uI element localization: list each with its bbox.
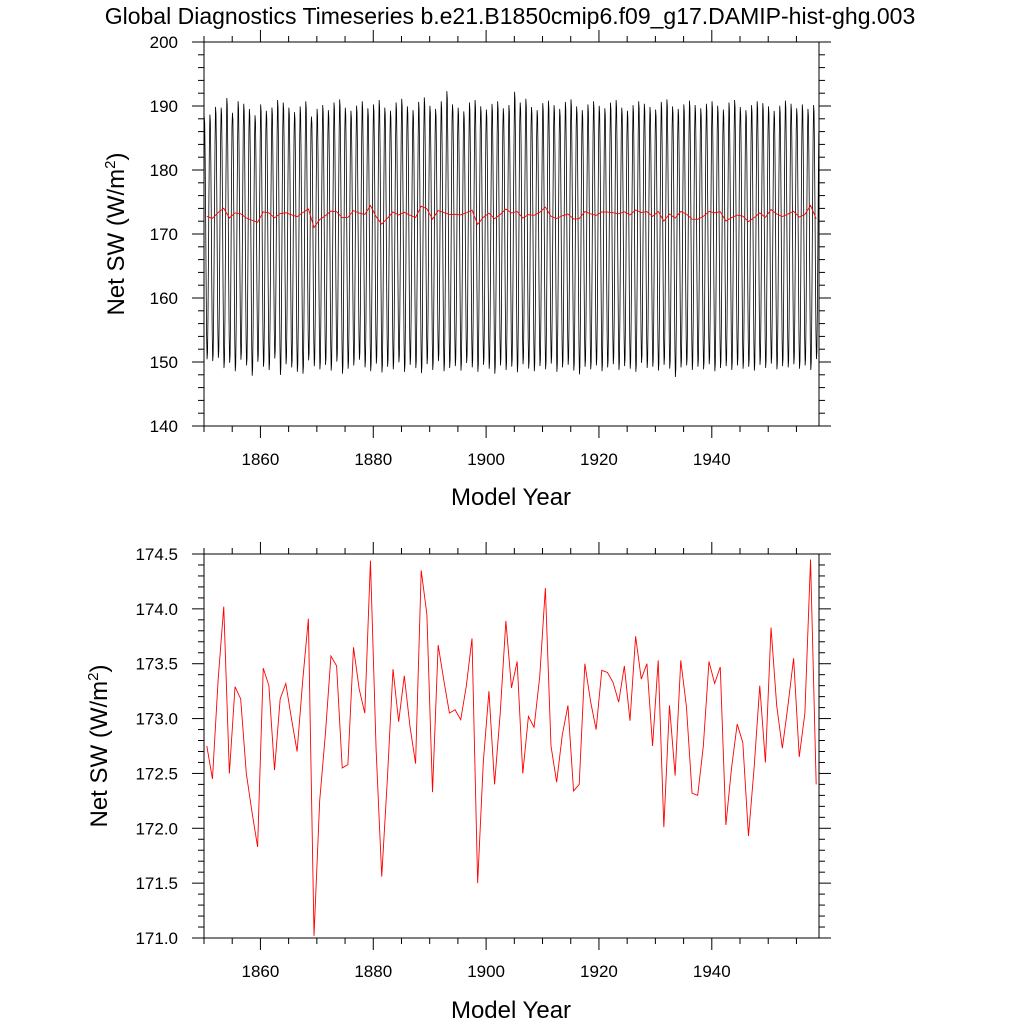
bottom-x-tick-label: 1860	[242, 962, 280, 981]
bottom-x-tick-label: 1900	[467, 962, 505, 981]
bottom-panel-y-axis-label: Net SW (W/m2)	[85, 665, 113, 828]
bottom-y-tick-label: 173.0	[135, 710, 178, 729]
top-x-tick-label: 1880	[354, 450, 392, 469]
top-y-tick-label: 140	[150, 417, 178, 436]
bottom-y-tick-label: 172.0	[135, 819, 178, 838]
top-panel-y-axis-label: Net SW (W/m2)	[102, 153, 130, 316]
top-y-tick-label: 180	[150, 161, 178, 180]
top-x-tick-label: 1920	[580, 450, 618, 469]
bottom-x-tick-label: 1920	[580, 962, 618, 981]
top-series-group	[204, 91, 819, 377]
top-monthly-series-line	[204, 91, 819, 377]
top-x-tick-label: 1860	[242, 450, 280, 469]
top-x-tick-label: 1940	[693, 450, 731, 469]
bottom-y-tick-label: 174.5	[135, 545, 178, 564]
bottom-y-tick-label: 171.0	[135, 929, 178, 948]
bottom-x-tick-label: 1940	[693, 962, 731, 981]
bottom-y-tick-label: 174.0	[135, 600, 178, 619]
top-y-tick-label: 160	[150, 289, 178, 308]
top-panel-x-axis-label: Model Year	[451, 484, 571, 511]
bottom-x-tick-label: 1880	[354, 962, 392, 981]
top-y-tick-label: 170	[150, 225, 178, 244]
bottom-panel-x-axis-label: Model Year	[451, 997, 571, 1024]
top-y-tick-label: 190	[150, 97, 178, 116]
top-x-tick-label: 1900	[467, 450, 505, 469]
bottom-series-group	[206, 559, 817, 936]
bottom-y-tick-label: 172.5	[135, 764, 178, 783]
bottom-y-tick-label: 171.5	[135, 874, 178, 893]
top-y-tick-label: 150	[150, 353, 178, 372]
figure-title: Global Diagnostics Timeseries b.e21.B185…	[105, 3, 916, 29]
bottom-annual-series-line	[206, 559, 817, 936]
bottom-panel: Net SW (W/m2) Model Year 1860 1880 1900 192…	[85, 542, 831, 1024]
top-panel: Net SW (W/m2) Model Year 1860 1880 1900 192…	[102, 30, 831, 511]
top-y-tick-label: 200	[150, 33, 178, 52]
bottom-y-tick-label: 173.5	[135, 655, 178, 674]
top-annual-series-line	[206, 204, 817, 229]
bottom-plot-frame	[203, 553, 820, 939]
